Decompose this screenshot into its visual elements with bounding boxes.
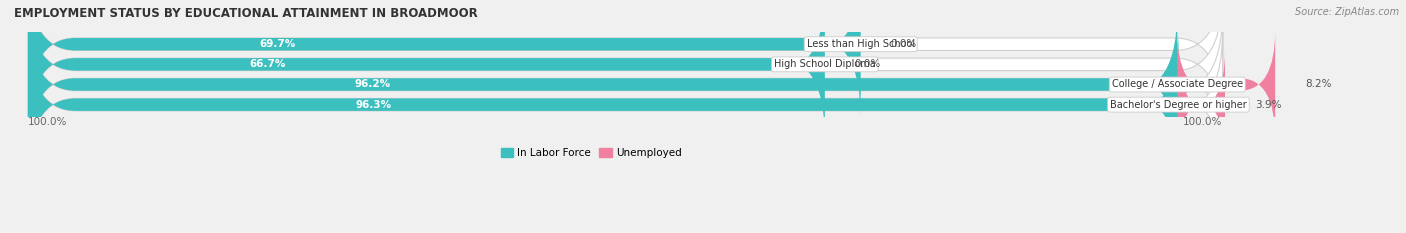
Text: Less than High School: Less than High School (807, 39, 915, 49)
FancyBboxPatch shape (28, 10, 1177, 159)
Text: Source: ZipAtlas.com: Source: ZipAtlas.com (1295, 7, 1399, 17)
FancyBboxPatch shape (1177, 30, 1275, 139)
Text: Bachelor's Degree or higher: Bachelor's Degree or higher (1111, 100, 1247, 110)
FancyBboxPatch shape (28, 30, 1223, 179)
Text: College / Associate Degree: College / Associate Degree (1112, 79, 1243, 89)
FancyBboxPatch shape (28, 0, 1223, 119)
Text: 100.0%: 100.0% (28, 117, 67, 127)
Text: 69.7%: 69.7% (260, 39, 297, 49)
Text: 3.9%: 3.9% (1256, 100, 1281, 110)
Legend: In Labor Force, Unemployed: In Labor Force, Unemployed (501, 148, 682, 158)
FancyBboxPatch shape (28, 10, 1223, 159)
Text: 96.3%: 96.3% (356, 100, 391, 110)
Text: 96.2%: 96.2% (354, 79, 391, 89)
Text: EMPLOYMENT STATUS BY EDUCATIONAL ATTAINMENT IN BROADMOOR: EMPLOYMENT STATUS BY EDUCATIONAL ATTAINM… (14, 7, 478, 20)
Text: 8.2%: 8.2% (1305, 79, 1331, 89)
Text: 0.0%: 0.0% (890, 39, 917, 49)
FancyBboxPatch shape (1178, 51, 1225, 159)
Text: 66.7%: 66.7% (249, 59, 285, 69)
Text: High School Diploma: High School Diploma (773, 59, 876, 69)
FancyBboxPatch shape (28, 0, 860, 119)
Text: 0.0%: 0.0% (855, 59, 882, 69)
FancyBboxPatch shape (28, 0, 1223, 139)
FancyBboxPatch shape (28, 30, 1178, 179)
FancyBboxPatch shape (28, 0, 825, 139)
Text: 100.0%: 100.0% (1184, 117, 1223, 127)
